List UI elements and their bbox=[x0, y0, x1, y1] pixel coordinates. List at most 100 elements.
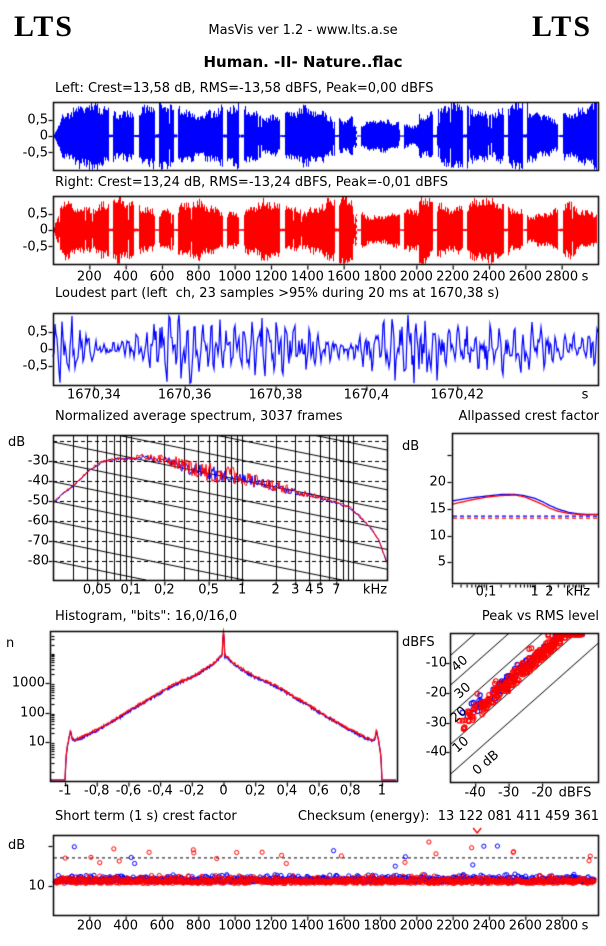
allpassed-ytick-label: 15 bbox=[429, 501, 446, 517]
wave-xtick-label: 1600 bbox=[327, 269, 361, 285]
short-term-xtick-label: 2000 bbox=[399, 918, 433, 934]
spectrum-xtick-label: 5 bbox=[315, 582, 325, 598]
histogram-xtick-label: 0,4 bbox=[276, 783, 298, 799]
wave-xtick-label: 200 bbox=[76, 269, 102, 285]
loudest-xtick-label: 1670,38 bbox=[248, 387, 303, 403]
peak-vs-rms-xunit-label: dBFS bbox=[558, 785, 592, 801]
short-term-xtick-label: 2400 bbox=[472, 918, 506, 934]
histogram-xtick-label: 1 bbox=[377, 783, 387, 799]
app-version-text: MasVis ver 1.2 - www.lts.a.se bbox=[208, 23, 398, 38]
spectrum-xunit-label: kHz bbox=[362, 582, 388, 598]
allpassed-ytick-label: 10 bbox=[429, 528, 446, 544]
right-channel-stats-title: Right: Crest=13,24 dB, RMS=-13,24 dBFS, … bbox=[55, 175, 448, 190]
spectrum-ylabel: dB bbox=[8, 435, 26, 450]
spectrum-title: Normalized average spectrum, 3037 frames bbox=[55, 409, 343, 424]
spectrum-xtick-label: 7 bbox=[332, 582, 341, 598]
histogram-xtick-label: -0,6 bbox=[115, 783, 142, 799]
peak-vs-rms-ylabel: dBFS bbox=[402, 635, 435, 650]
wave-xtick-label: 1400 bbox=[290, 269, 324, 285]
short-term-xtick-label: 400 bbox=[113, 918, 139, 934]
loudest-xtick-label: 1670,36 bbox=[157, 387, 212, 403]
short-term-xtick-label: 800 bbox=[185, 918, 211, 934]
histogram-title: Histogram, "bits": 16,0/16,0 bbox=[55, 609, 238, 624]
crest-line-label: 30 bbox=[451, 679, 475, 703]
histogram-xtick-label: 0,8 bbox=[339, 783, 361, 799]
wave-xtick-label: 400 bbox=[113, 269, 139, 285]
short-term-xtick-label: 1600 bbox=[327, 918, 361, 934]
peak-vs-rms-xtick-label: -20 bbox=[531, 785, 553, 801]
spectrum-xtick-label: 4 bbox=[305, 582, 314, 598]
lts-logo-left: LTS bbox=[14, 10, 74, 43]
wave-xtick-label: 2200 bbox=[436, 269, 470, 285]
histogram-xtick-label: -1 bbox=[58, 783, 72, 799]
allpassed-xtick-label: 2 bbox=[545, 584, 554, 600]
histogram-xtick-label: -0,4 bbox=[147, 783, 173, 799]
short-term-xtick-label: 200 bbox=[76, 918, 102, 934]
histogram-ytick-label: 1000 bbox=[11, 675, 45, 691]
loudest-xtick-label: 1670,34 bbox=[66, 387, 121, 403]
left-channel-stats-title: Left: Crest=13,58 dB, RMS=-13,58 dBFS, P… bbox=[55, 81, 434, 96]
allpassed-crest-title: Allpassed crest factor bbox=[458, 409, 599, 424]
spectrum-ytick-label: -40 bbox=[27, 473, 49, 489]
short-term-xtick-label: 2800 bbox=[545, 918, 579, 934]
crest-line-label: 20 bbox=[447, 703, 471, 727]
spectrum-xtick-label: 0,05 bbox=[82, 582, 112, 598]
short-term-xunit-label: s bbox=[581, 918, 589, 934]
histogram-xtick-label: -0,8 bbox=[84, 783, 110, 799]
crest-line-label: 40 bbox=[448, 652, 472, 676]
histogram-xtick-label: -0,2 bbox=[179, 783, 205, 799]
crest-line-label: 10 bbox=[449, 733, 473, 757]
short-term-xtick-label: 2600 bbox=[508, 918, 542, 934]
loudest-xtick-label: 1670,4 bbox=[343, 387, 390, 403]
spectrum-xtick-label: 2 bbox=[271, 582, 280, 598]
spectrum-ytick-label: -30 bbox=[27, 453, 49, 469]
wave-xunit-label: s bbox=[581, 269, 589, 285]
wave-right-ytick-label: -0,5 bbox=[22, 239, 48, 254]
histogram-ytick-label: 10 bbox=[28, 734, 45, 750]
peak-vs-rms-xtick-label: -40 bbox=[464, 785, 486, 801]
short-term-ylabel: dB bbox=[8, 838, 26, 853]
spectrum-xtick-label: 0,5 bbox=[198, 582, 219, 598]
lts-logo-right: LTS bbox=[532, 10, 592, 43]
crest-line-label: 0 dB bbox=[469, 747, 503, 779]
histogram-xtick-label: 0 bbox=[219, 783, 228, 799]
histogram-xtick-label: 0,2 bbox=[244, 783, 266, 799]
wave-xtick-label: 2000 bbox=[399, 269, 433, 285]
wave-xtick-label: 1000 bbox=[218, 269, 252, 285]
allpassed-ytick-label: 20 bbox=[429, 474, 446, 490]
loudest-part-title: Loudest part (left ch, 23 samples >95% d… bbox=[55, 286, 500, 301]
allpassed-ytick-label: 5 bbox=[437, 554, 446, 570]
loudest-ytick-label: 0 bbox=[39, 341, 48, 357]
short-term-xtick-label: 2200 bbox=[436, 918, 470, 934]
peak-vs-rms-ytick-label: -30 bbox=[425, 715, 447, 731]
histogram-ytick-label: 100 bbox=[20, 705, 45, 720]
peak-vs-rms-title: Peak vs RMS level bbox=[481, 609, 599, 624]
wave-right-ytick-label: 0,5 bbox=[27, 206, 48, 221]
wave-left-ytick-label: 0 bbox=[39, 128, 48, 144]
loudest-ytick-label: 0,5 bbox=[27, 324, 48, 340]
peak-vs-rms-xtick-label: -30 bbox=[497, 785, 520, 801]
spectrum-xtick-label: 0,2 bbox=[153, 582, 175, 598]
allpassed-ylabel: dB bbox=[402, 439, 420, 454]
allpassed-xunit-label: kHz bbox=[565, 584, 591, 600]
loudest-xunit-label: s bbox=[581, 387, 589, 403]
spectrum-ytick-label: -50 bbox=[27, 493, 49, 509]
short-term-xtick-label: 1400 bbox=[290, 918, 324, 934]
short-term-xtick-label: 600 bbox=[149, 918, 175, 934]
spectrum-ytick-label: -60 bbox=[27, 513, 49, 529]
peak-vs-rms-ytick-label: -20 bbox=[425, 685, 447, 701]
short-term-xtick-label: 1200 bbox=[254, 918, 288, 934]
peak-vs-rms-ytick-label: -40 bbox=[425, 744, 447, 760]
wave-xtick-label: 1200 bbox=[254, 269, 288, 285]
wave-xtick-label: 600 bbox=[149, 269, 175, 285]
spectrum-ytick-label: -80 bbox=[27, 553, 49, 569]
allpassed-xtick-label: 1 bbox=[530, 584, 539, 600]
spectrum-xtick-label: 3 bbox=[291, 582, 300, 598]
short-term-xtick-label: 1800 bbox=[363, 918, 397, 934]
peak-vs-rms-ytick-label: -10 bbox=[425, 655, 447, 671]
spectrum-ytick-label: -70 bbox=[27, 533, 49, 549]
spectrum-xtick-label: 1 bbox=[238, 582, 247, 598]
short-term-crest-title: Short term (1 s) crest factor bbox=[55, 809, 237, 824]
